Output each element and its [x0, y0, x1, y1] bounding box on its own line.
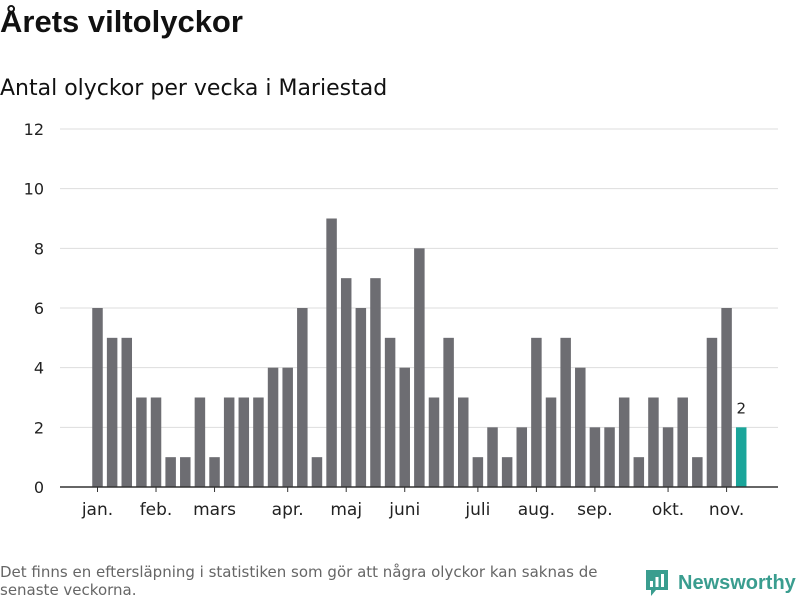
- bar: [487, 427, 498, 487]
- x-tick-label: mars: [193, 500, 236, 520]
- bar: [458, 397, 469, 487]
- bar: [223, 397, 235, 487]
- bar: [253, 397, 264, 487]
- y-tick-label: 8: [34, 239, 44, 258]
- bar: [560, 337, 571, 487]
- x-tick-label: maj: [330, 500, 362, 520]
- bar: [662, 427, 674, 487]
- bar-highlight: [735, 427, 747, 487]
- bar: [282, 367, 293, 487]
- newsworthy-logo-icon: [646, 570, 668, 596]
- x-tick-label: juli: [464, 500, 490, 520]
- bar: [501, 457, 513, 487]
- bar: [180, 457, 191, 487]
- x-tick-label: aug.: [518, 500, 555, 520]
- bar: [326, 218, 337, 487]
- bar: [121, 337, 133, 487]
- bar: [516, 427, 528, 487]
- brand: Newsworthy: [644, 568, 796, 598]
- bar: [165, 457, 176, 487]
- chart-title: Årets viltolyckor: [0, 4, 243, 39]
- x-tick-label: juni: [388, 500, 420, 520]
- bar: [238, 397, 250, 487]
- y-tick-label: 10: [24, 180, 44, 199]
- chart-subtitle: Antal olyckor per vecka i Mariestad: [0, 76, 388, 101]
- bar: [370, 278, 381, 487]
- bar: [209, 457, 220, 487]
- bar: [106, 337, 118, 487]
- bar: [648, 397, 659, 487]
- bar: [545, 397, 557, 487]
- x-tick-label: apr.: [272, 500, 304, 520]
- bar: [267, 367, 279, 487]
- bar: [194, 397, 206, 487]
- bar: [443, 337, 454, 487]
- x-tick-label: feb.: [140, 500, 173, 520]
- bar: [472, 457, 484, 487]
- bar: [618, 397, 630, 487]
- bar: [677, 397, 688, 487]
- bar: [340, 278, 352, 487]
- bar: [604, 427, 615, 487]
- x-tick-label: okt.: [652, 500, 684, 520]
- x-tick-label: nov.: [709, 500, 744, 520]
- y-tick-label: 2: [34, 418, 44, 437]
- bar: [384, 337, 396, 487]
- bar: [92, 308, 103, 487]
- bar: [706, 337, 718, 487]
- bar-chart: 0 2 4 6 8 10 12 2 jan. feb. mars apr. maj juni juli aug…: [24, 120, 778, 520]
- bar: [531, 337, 542, 487]
- bar: [575, 367, 586, 487]
- bar: [355, 308, 367, 487]
- bar: [297, 308, 308, 487]
- footnote: Det finns en eftersläpning i statistiken…: [0, 563, 598, 599]
- bar: [633, 457, 645, 487]
- y-tick-label: 6: [34, 299, 44, 318]
- bar: [136, 397, 147, 487]
- y-tick-label: 0: [34, 478, 44, 497]
- y-tick-label: 12: [24, 120, 44, 139]
- brand-name: Newsworthy: [678, 571, 796, 594]
- x-tick-label: jan.: [81, 500, 113, 520]
- bar: [721, 308, 732, 487]
- bar: [589, 427, 601, 487]
- y-tick-label: 4: [34, 359, 44, 378]
- data-label: 2: [736, 399, 746, 417]
- x-tick-label: sep.: [577, 500, 613, 520]
- bar: [414, 248, 425, 487]
- bar: [692, 457, 703, 487]
- bar: [150, 397, 162, 487]
- bar: [399, 367, 410, 487]
- bar: [428, 397, 440, 487]
- bar: [311, 457, 323, 487]
